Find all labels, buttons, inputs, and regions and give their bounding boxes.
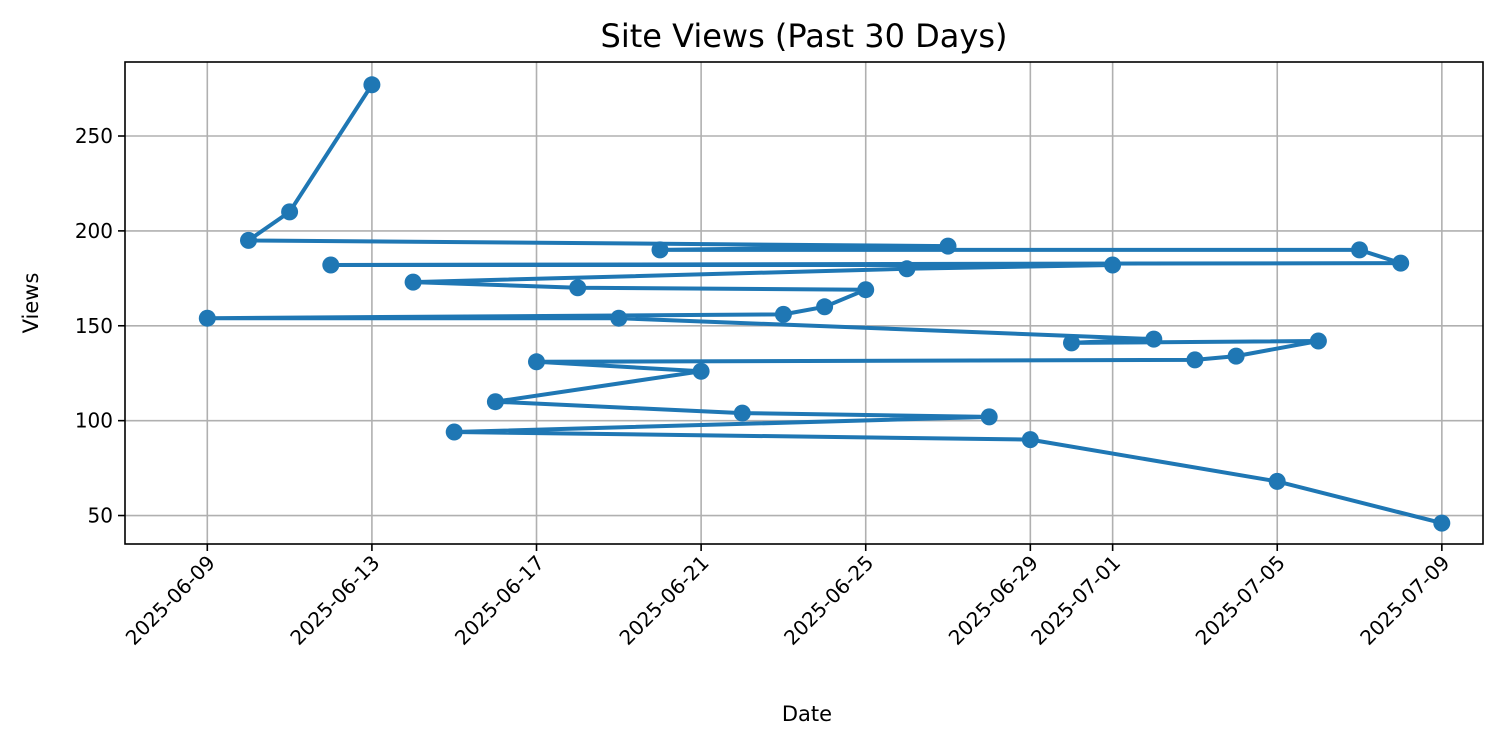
data-point: [651, 241, 669, 259]
data-point: [1433, 514, 1451, 532]
data-point: [363, 76, 381, 94]
data-point: [404, 273, 422, 291]
data-point: [774, 305, 792, 323]
data-point: [816, 298, 834, 316]
data-point: [1268, 472, 1286, 490]
data-point: [281, 203, 299, 221]
y-tick-label: 50: [88, 504, 113, 528]
grid-lines: [125, 62, 1483, 544]
x-axis-label: Date: [782, 702, 832, 726]
data-point: [1063, 334, 1080, 352]
y-tick-label: 100: [75, 409, 113, 433]
data-point: [486, 393, 504, 411]
data-point: [980, 408, 998, 426]
plot-frame: [124, 61, 1484, 545]
data-point: [1227, 347, 1245, 365]
data-point: [322, 256, 340, 274]
data-point: [1104, 256, 1122, 274]
data-point: [898, 260, 916, 278]
data-point: [939, 237, 957, 255]
data-point: [857, 281, 875, 299]
data-point: [1392, 254, 1410, 272]
data-point: [1021, 431, 1039, 449]
data-point: [733, 404, 751, 422]
y-tick-label: 200: [75, 219, 113, 243]
data-point: [445, 423, 463, 441]
data-point: [1309, 332, 1327, 350]
series-layer: [198, 76, 1451, 532]
data-point: [240, 231, 257, 249]
y-tick-label: 250: [75, 124, 113, 148]
data-point: [1351, 241, 1368, 259]
data-point: [610, 309, 628, 327]
y-axis-label: Views: [19, 273, 43, 334]
data-point: [1145, 330, 1163, 348]
data-point: [569, 279, 587, 297]
chart-title: Site Views (Past 30 Days): [601, 17, 1008, 55]
data-point: [692, 362, 710, 380]
data-point: [528, 353, 545, 371]
data-point: [1186, 351, 1204, 369]
y-tick-label: 150: [75, 314, 113, 338]
data-point: [198, 309, 216, 327]
